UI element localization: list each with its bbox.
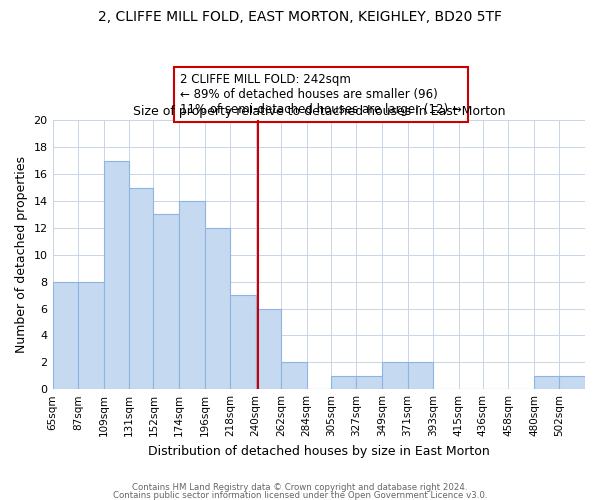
Y-axis label: Number of detached properties: Number of detached properties bbox=[15, 156, 28, 353]
Bar bbox=[53, 282, 78, 389]
Bar bbox=[230, 295, 256, 389]
Bar bbox=[356, 376, 382, 389]
Bar bbox=[331, 376, 356, 389]
Text: Contains public sector information licensed under the Open Government Licence v3: Contains public sector information licen… bbox=[113, 490, 487, 500]
Bar bbox=[281, 362, 307, 389]
Bar bbox=[407, 362, 433, 389]
Title: Size of property relative to detached houses in East Morton: Size of property relative to detached ho… bbox=[133, 104, 505, 118]
Bar bbox=[256, 308, 281, 389]
Bar bbox=[129, 188, 154, 389]
Text: 2 CLIFFE MILL FOLD: 242sqm
← 89% of detached houses are smaller (96)
11% of semi: 2 CLIFFE MILL FOLD: 242sqm ← 89% of deta… bbox=[180, 73, 462, 116]
Bar bbox=[78, 282, 104, 389]
Bar bbox=[104, 160, 129, 389]
X-axis label: Distribution of detached houses by size in East Morton: Distribution of detached houses by size … bbox=[148, 444, 490, 458]
Bar bbox=[154, 214, 179, 389]
Bar bbox=[382, 362, 407, 389]
Bar bbox=[559, 376, 585, 389]
Bar bbox=[205, 228, 230, 389]
Text: 2, CLIFFE MILL FOLD, EAST MORTON, KEIGHLEY, BD20 5TF: 2, CLIFFE MILL FOLD, EAST MORTON, KEIGHL… bbox=[98, 10, 502, 24]
Text: Contains HM Land Registry data © Crown copyright and database right 2024.: Contains HM Land Registry data © Crown c… bbox=[132, 484, 468, 492]
Bar bbox=[534, 376, 559, 389]
Bar bbox=[179, 201, 205, 389]
